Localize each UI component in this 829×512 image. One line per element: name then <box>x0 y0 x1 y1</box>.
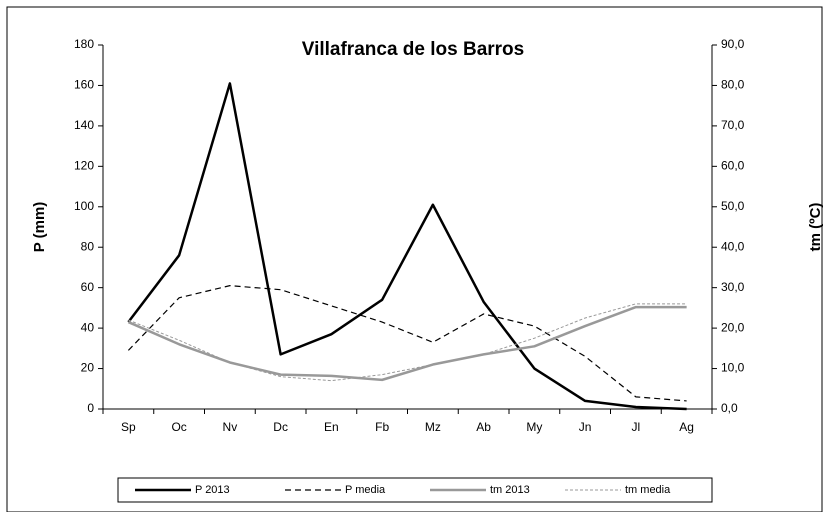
legend-label: P media <box>345 484 386 496</box>
x-tick-label: Jn <box>579 420 592 434</box>
y-tick-label: 100 <box>74 199 94 213</box>
y2-tick-label: 50,0 <box>721 199 745 213</box>
x-tick-label: My <box>526 420 542 434</box>
y2-tick-label: 40,0 <box>721 239 745 253</box>
y2-tick-label: 0,0 <box>721 401 738 415</box>
y2-tick-label: 10,0 <box>721 361 745 375</box>
y2-tick-label: 70,0 <box>721 118 745 132</box>
y-tick-label: 80 <box>81 239 95 253</box>
x-tick-label: Jl <box>632 420 641 434</box>
series-line <box>127 82 687 411</box>
x-tick-label: Ag <box>679 420 694 434</box>
y2-tick-label: 20,0 <box>721 320 745 334</box>
y-tick-label: 60 <box>81 280 95 294</box>
x-tick-label: Mz <box>425 420 441 434</box>
y2-tick-label: 30,0 <box>721 280 745 294</box>
y-tick-label: 180 <box>74 37 94 51</box>
x-tick-label: Fb <box>375 420 389 434</box>
y-tick-label: 160 <box>74 78 94 92</box>
y-tick-label: 0 <box>87 401 94 415</box>
chart-frame <box>6 6 823 512</box>
series-line <box>128 303 687 382</box>
x-tick-label: Ab <box>476 420 491 434</box>
series-line <box>127 285 687 402</box>
y-tick-label: 140 <box>74 118 94 132</box>
x-tick-label: Oc <box>171 420 186 434</box>
y-tick-label: 20 <box>81 361 95 375</box>
x-tick-label: Sp <box>121 420 136 434</box>
y2-tick-label: 60,0 <box>721 159 745 173</box>
y2-tick-label: 90,0 <box>721 37 745 51</box>
x-tick-label: Nv <box>223 420 238 434</box>
chart-title: Villafranca de los Barros <box>302 39 524 60</box>
legend-label: tm media <box>625 484 671 496</box>
y-tick-label: 120 <box>74 159 94 173</box>
legend-label: tm 2013 <box>490 484 530 496</box>
series-line <box>127 305 687 382</box>
x-tick-label: Dc <box>273 420 288 434</box>
y2-tick-label: 80,0 <box>721 78 745 92</box>
y2-axis-label: tm (ºC) <box>807 203 824 252</box>
x-tick-label: En <box>324 420 339 434</box>
y-axis-label: P (mm) <box>31 202 48 253</box>
y-tick-label: 40 <box>81 320 95 334</box>
legend-label: P 2013 <box>195 484 230 496</box>
